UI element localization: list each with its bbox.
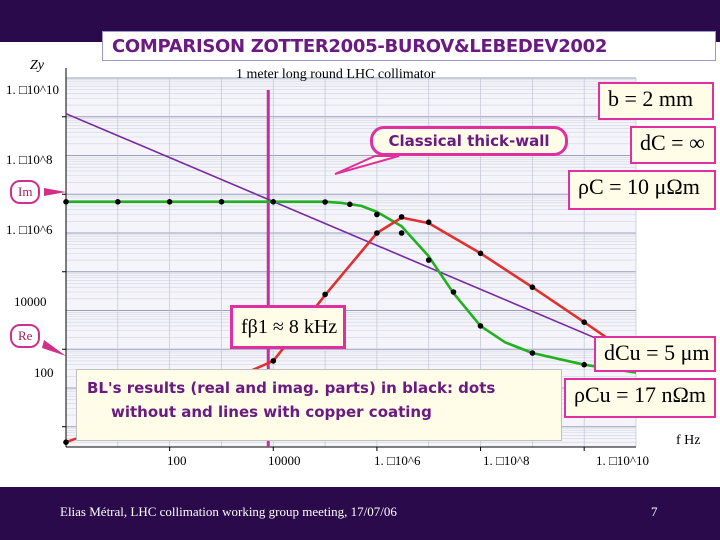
- b-param: b = 2 mm: [598, 82, 714, 120]
- classical-thick-wall-callout: Classical thick-wall: [370, 126, 568, 156]
- data-point: [398, 230, 405, 236]
- y-tick-label: 100: [34, 365, 54, 380]
- plot-series: [42, 112, 637, 446]
- x-tick-label: 1. □10^8: [483, 453, 530, 468]
- data-point: [529, 350, 536, 356]
- series-line: [65, 112, 637, 356]
- dcu-param: dCu = 5 μm: [594, 336, 716, 372]
- slide-title: COMPARISON ZOTTER2005-BUROV&LEBEDEV2002: [112, 36, 608, 57]
- y-tick-label: 1. □10^8: [6, 152, 53, 167]
- data-point: [218, 199, 225, 205]
- data-point: [63, 439, 69, 446]
- data-point: [374, 230, 380, 236]
- data-point: [63, 199, 69, 205]
- title-box: [102, 31, 716, 61]
- data-point: [425, 257, 432, 263]
- footer-bar: [0, 487, 720, 540]
- x-tick-label: 1. □10^10: [596, 453, 649, 468]
- callout-pointer: [334, 155, 400, 175]
- data-point: [166, 199, 173, 205]
- page-number: 7: [651, 504, 658, 519]
- data-point: [270, 358, 277, 364]
- data-point: [270, 199, 277, 205]
- rhocu-param: ρCu = 17 nΩm: [564, 378, 716, 418]
- dc-param: dC = ∞: [630, 126, 716, 164]
- chart-title: 1 meter long round LHC collimator: [236, 67, 436, 82]
- y-tick-label: 1. □10^10: [6, 82, 59, 97]
- bl-note-line2: without and lines with copper coating: [111, 403, 432, 421]
- f-beta-label: fβ1 ≈ 8 kHz: [230, 305, 346, 349]
- im-label: Im: [10, 180, 41, 204]
- re-arrow-icon: [42, 340, 66, 356]
- x-tick-label: 100: [167, 453, 187, 468]
- im-arrow-icon: [44, 188, 66, 196]
- y-tick-label: 1. □10^6: [6, 222, 53, 237]
- data-point: [398, 214, 405, 220]
- bl-note-line1: BL's results (real and imag. parts) in b…: [87, 379, 496, 397]
- data-point: [581, 319, 587, 326]
- data-point: [477, 250, 484, 257]
- data-point: [477, 323, 484, 329]
- x-axis-label: f Hz: [676, 433, 701, 448]
- rhoc-param: ρC = 10 μΩm: [568, 170, 716, 210]
- data-point: [322, 291, 328, 298]
- data-point: [374, 211, 380, 218]
- data-point: [347, 201, 353, 208]
- data-point: [425, 219, 432, 225]
- bl-results-note: BL's results (real and imag. parts) in b…: [76, 369, 562, 441]
- data-point: [115, 199, 121, 205]
- data-point: [450, 289, 457, 295]
- re-label: Re: [10, 324, 41, 348]
- footer-text: Elias Métral, LHC collimation working gr…: [60, 504, 397, 519]
- data-point: [322, 199, 328, 205]
- y-tick-label: 10000: [14, 294, 47, 309]
- x-tick-label: 1. □10^6: [374, 453, 421, 468]
- data-point: [581, 361, 587, 368]
- y-axis-label: Zy: [30, 58, 44, 73]
- x-tick-label: 10000: [268, 453, 301, 468]
- data-point: [529, 284, 536, 291]
